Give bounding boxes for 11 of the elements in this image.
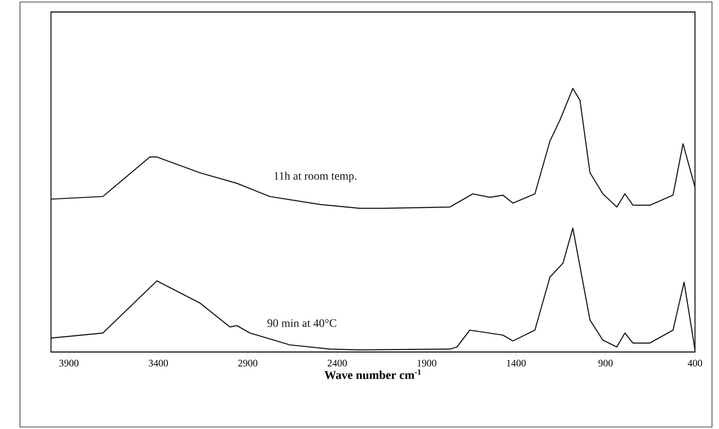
series-label: 11h at room temp. bbox=[274, 172, 356, 182]
x-tick-label: 900 bbox=[598, 360, 613, 366]
x-tick-label: 1900 bbox=[418, 360, 436, 366]
x-tick-label: 1400 bbox=[507, 360, 526, 366]
text: Wave number cm$^{-1}$ bbox=[324, 369, 421, 380]
x-tick-label: 2400 bbox=[328, 360, 347, 366]
x-tick-label: 400 bbox=[688, 360, 702, 366]
x-tick-label: 3400 bbox=[148, 360, 168, 366]
series-label: 90 min at 40°C bbox=[267, 319, 336, 327]
x-tick-label: 3900 bbox=[59, 360, 78, 366]
x-tick-label: 2900 bbox=[238, 360, 258, 366]
